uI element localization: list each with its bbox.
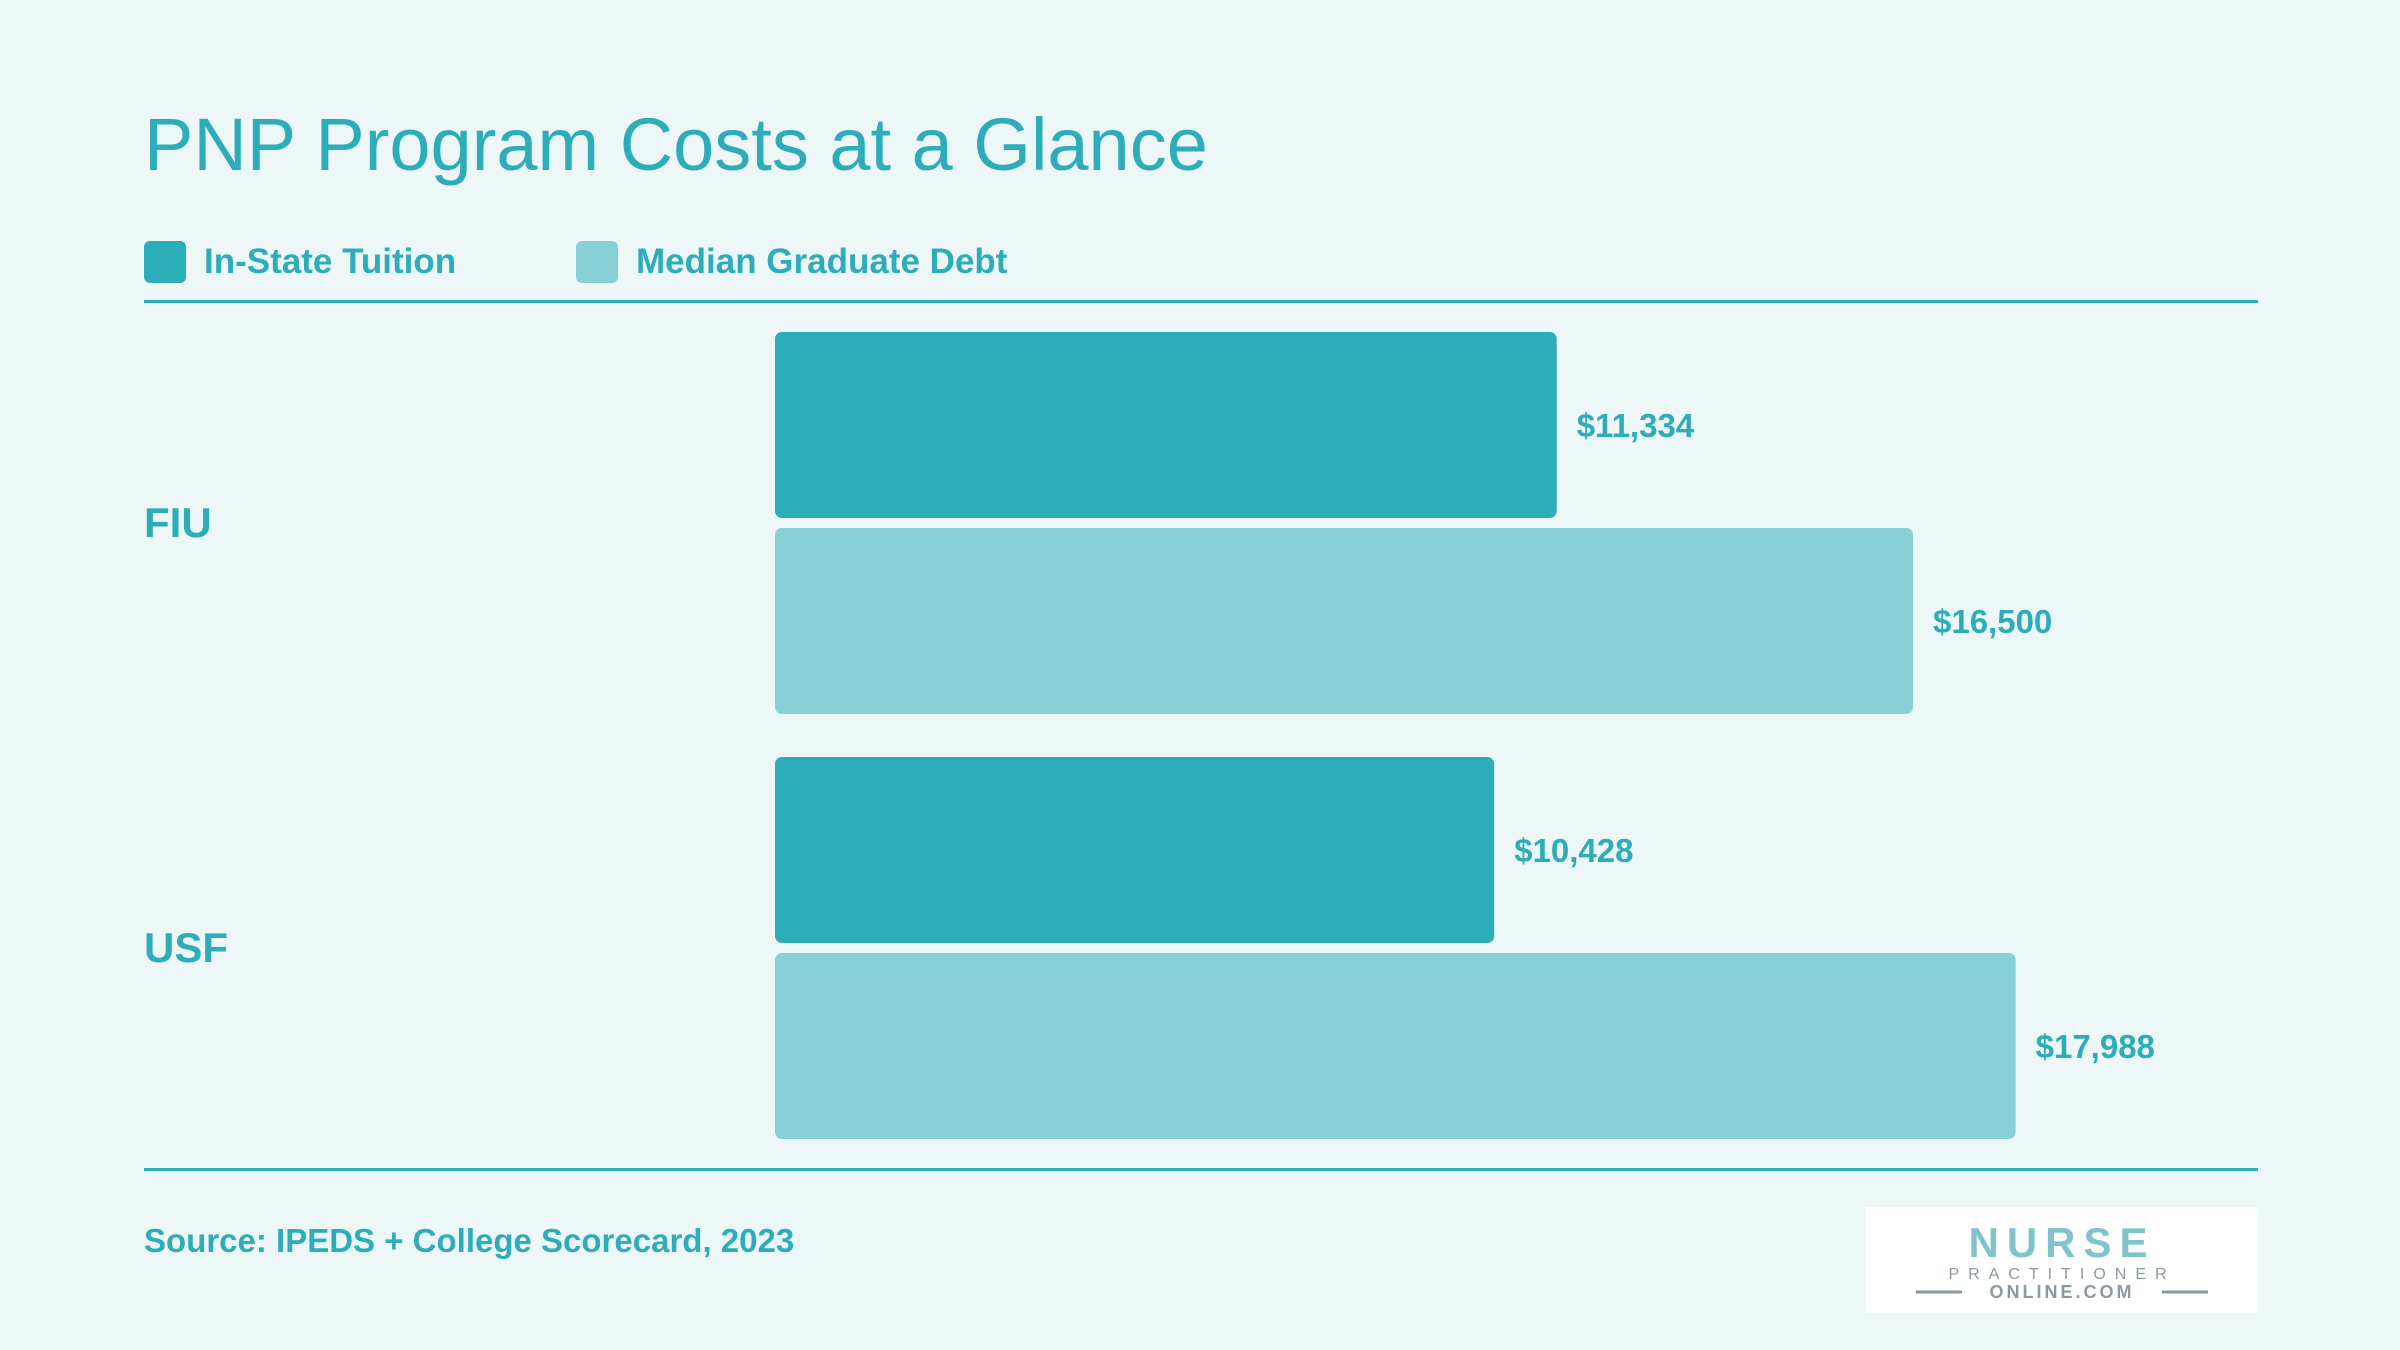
- category-label-usf: USF: [144, 924, 228, 971]
- logo-word-practitioner: PRACTITIONER: [1948, 1266, 2175, 1283]
- source-note: Source: IPEDS + College Scorecard, 2023: [144, 1222, 795, 1259]
- nurse-practitioner-online-logo: NURSE PRACTITIONER ONLINE.COM: [1866, 1207, 2258, 1313]
- bar-fiu-tuition: [775, 332, 1557, 518]
- legend-label-tuition: In-State Tuition: [204, 242, 457, 281]
- logo-word-nurse: NURSE: [1968, 1219, 2155, 1266]
- bar-fiu-debt: [775, 528, 1913, 714]
- top-divider: [144, 300, 2258, 303]
- legend-swatch-debt: [576, 241, 618, 283]
- data-label-fiu-tuition: $11,334: [1577, 407, 1695, 444]
- category-label-fiu: FIU: [144, 499, 212, 546]
- chart-title: PNP Program Costs at a Glance: [144, 103, 1208, 186]
- data-label-fiu-debt: $16,500: [1933, 603, 2052, 640]
- data-label-usf-debt: $17,988: [2036, 1028, 2155, 1065]
- logo-word-online: ONLINE.COM: [1990, 1282, 2135, 1302]
- bar-usf-tuition: [775, 757, 1495, 943]
- logo-graphic: NURSE PRACTITIONER ONLINE.COM: [1916, 1219, 2208, 1302]
- legend-label-debt: Median Graduate Debt: [636, 242, 1008, 281]
- bottom-divider: [144, 1168, 2258, 1171]
- bar-usf-debt: [775, 953, 2016, 1139]
- legend-swatch-tuition: [144, 241, 186, 283]
- data-label-usf-tuition: $10,428: [1514, 832, 1633, 869]
